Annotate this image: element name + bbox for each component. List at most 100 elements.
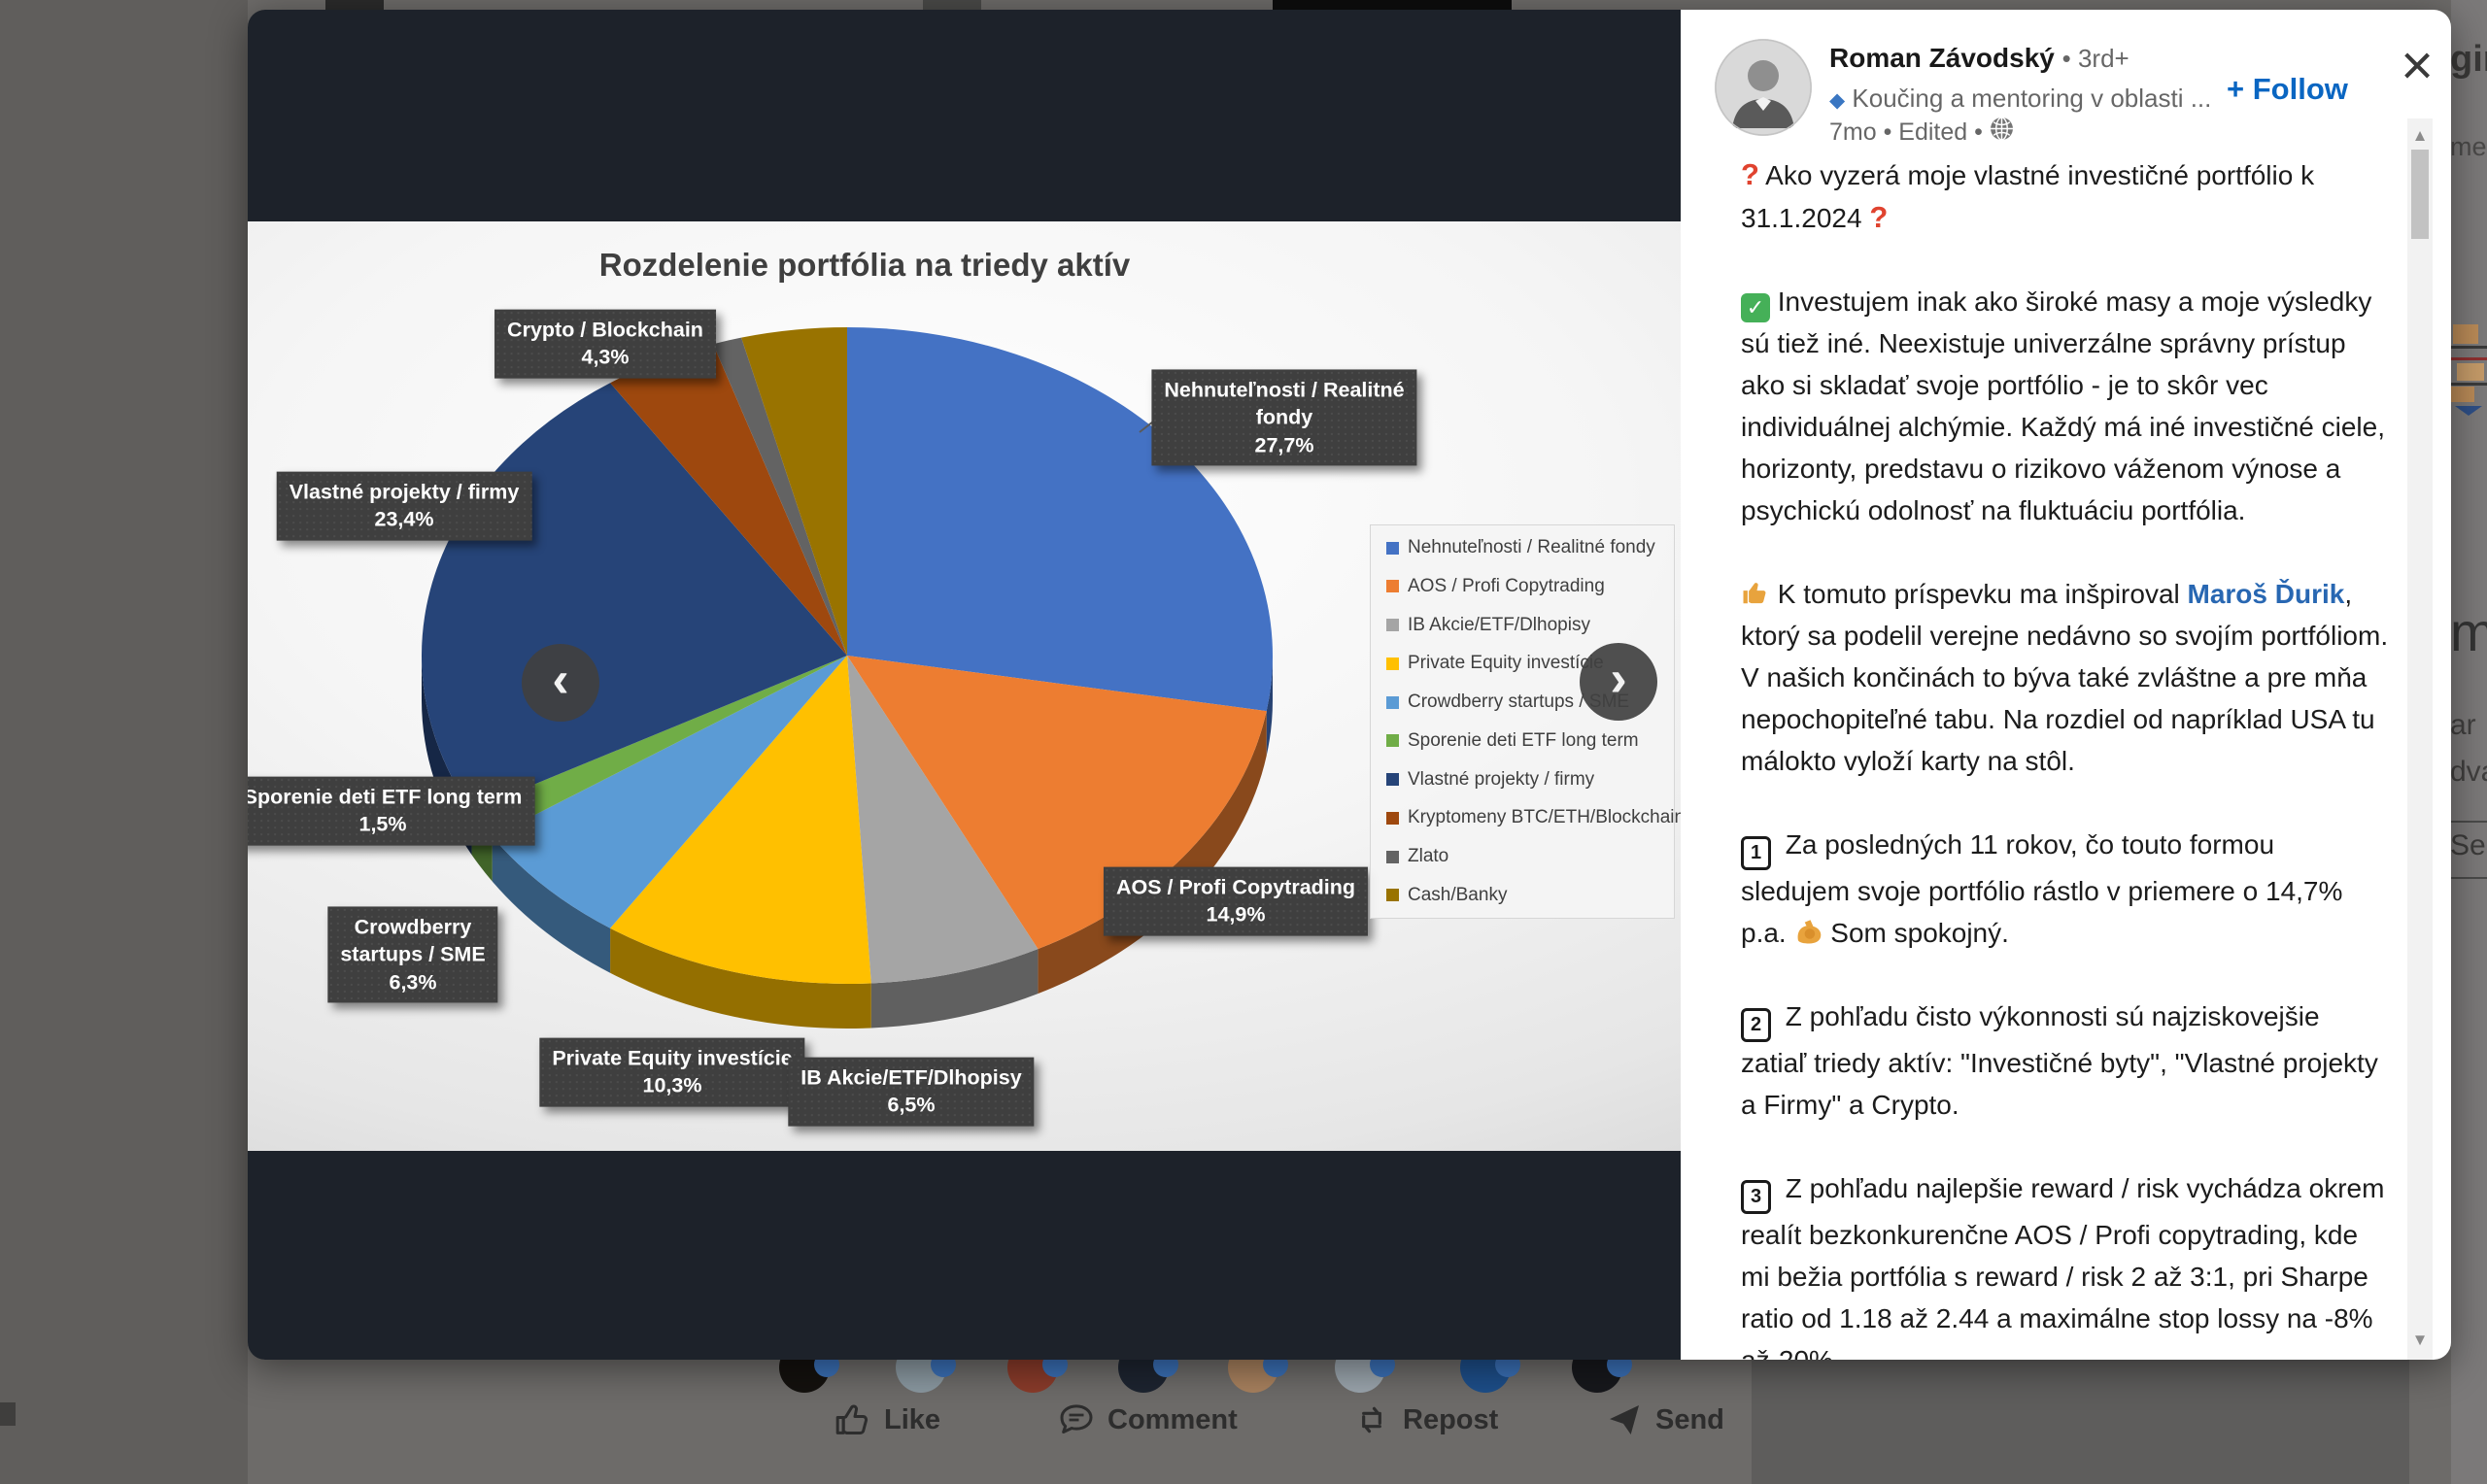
legend-swatch <box>1386 850 1399 863</box>
like-label: Like <box>884 1403 941 1435</box>
chart-legend: Nehnuteľnosti / Realitné fondy AOS / Prof… <box>1370 524 1681 919</box>
legend-label: Cash/Banky <box>1408 884 1508 905</box>
dimmed-text-fragment: dva <box>2450 756 2487 788</box>
follow-button[interactable]: + Follow <box>2227 72 2348 106</box>
scrollbar-thumb[interactable] <box>2411 150 2429 239</box>
legend-label: Sporenie deti ETF long term <box>1408 729 1639 751</box>
legend-swatch <box>1386 695 1399 709</box>
question-red-emoji: ? <box>1869 200 1889 234</box>
legend-item: Kryptomeny BTC/ETH/Blockchain <box>1386 807 1681 828</box>
post-paragraph: ✓ Investujem inak ako široké masy a moje… <box>1741 287 2386 525</box>
repost-button[interactable]: Repost <box>1352 1400 1498 1439</box>
scroll-up-icon[interactable]: ▲ <box>2411 126 2429 145</box>
close-icon[interactable]: × <box>2401 34 2434 97</box>
image-viewer: Rozdelenie portfólia na triedy aktív Cry… <box>248 10 1681 1360</box>
comment-icon <box>1057 1400 1096 1439</box>
post-paragraph: K tomuto príspevku ma inšpiroval Maroš Ď… <box>1741 578 2389 776</box>
legend-label: Nehnuteľnosti / Realitné fondy <box>1408 537 1655 557</box>
legend-item: IB Akcie/ETF/Dlhopisy <box>1386 615 1674 636</box>
dimmed-text-fragment: ar <box>2450 709 2476 741</box>
image-lightbox-dialog: Rozdelenie portfólia na triedy aktív Cry… <box>248 10 2451 1360</box>
dimmed-text-fragment: m <box>2450 601 2487 662</box>
callout-crypto: Crypto / Blockchain 4,3% <box>494 309 716 379</box>
repost-icon <box>1352 1400 1391 1439</box>
dimmed-button-border <box>2450 821 2487 823</box>
legend-item: Zlato <box>1386 846 1674 867</box>
scroll-down-icon[interactable]: ▼ <box>2411 1331 2429 1349</box>
connection-degree: • 3rd+ <box>2061 44 2129 73</box>
legend-item: Cash/Banky <box>1386 885 1674 906</box>
post-paragraph: 1 Za posledných 11 rokov, čo touto formo… <box>1741 829 2343 948</box>
legend-swatch <box>1386 773 1399 787</box>
keycap-2-emoji: 2 <box>1741 1008 1771 1042</box>
background-illustration <box>2451 320 2487 418</box>
callout-aos: AOS / Profi Copytrading 14,9% <box>1103 866 1369 936</box>
legend-label: Crowdberry startups / SME <box>1408 691 1630 713</box>
legend-swatch <box>1386 734 1399 748</box>
send-icon <box>1605 1400 1644 1439</box>
legend-label: Zlato <box>1408 846 1449 867</box>
legend-item: Crowdberry startups / SME <box>1386 691 1674 713</box>
previous-image-button[interactable]: ‹ <box>522 644 599 722</box>
legend-label: Kryptomeny BTC/ETH/Blockchain <box>1408 807 1681 828</box>
legend-swatch <box>1386 657 1399 670</box>
dimmed-top-patch <box>1273 0 1512 10</box>
like-button[interactable]: Like <box>834 1400 940 1439</box>
legend-swatch <box>1386 811 1399 825</box>
dimmed-background-column <box>1752 1360 2409 1484</box>
legend-swatch <box>1386 619 1399 632</box>
legend-label: Private Equity investície <box>1408 653 1604 674</box>
repost-label: Repost <box>1403 1403 1499 1435</box>
legend-swatch <box>1386 889 1399 902</box>
send-label: Send <box>1655 1403 1724 1435</box>
dimmed-button-border <box>2450 877 2487 879</box>
chart-title: Rozdelenie portfólia na triedy aktív <box>598 247 1131 283</box>
inline-profile-link[interactable]: Maroš Ďurik <box>2187 579 2345 609</box>
legend-item: Private Equity investície <box>1386 653 1674 674</box>
chevron-right-icon: › <box>1610 651 1627 707</box>
legend-item: AOS / Profi Copytrading <box>1386 576 1674 597</box>
dimmed-background-right <box>2451 0 2487 1484</box>
callout-ib: IB Akcie/ETF/Dlhopisy 6,5% <box>788 1057 1035 1127</box>
callout-nehnutelnosti: Nehnuteľnosti / Realitné fondy 27,7% <box>1151 369 1417 466</box>
thumbs-up-icon <box>834 1400 872 1439</box>
comment-button[interactable]: Comment <box>1057 1400 1238 1439</box>
callout-crowdberry: Crowdberry startups / SME 6,3% <box>327 906 498 1003</box>
dimmed-background-left <box>0 0 248 1484</box>
send-button[interactable]: Send <box>1605 1400 1724 1439</box>
thumb-yellow-emoji <box>1741 578 1770 607</box>
legend-label: AOS / Profi Copytrading <box>1408 575 1605 596</box>
dimmed-top-patch <box>325 0 384 10</box>
post-paragraph: 3 Z pohľadu najlepšie reward / risk vych… <box>1741 1173 2385 1360</box>
callout-private-equity: Private Equity investície 10,3% <box>539 1037 805 1107</box>
legend-item: Nehnuteľnosti / Realitné fondy <box>1386 537 1674 558</box>
legend-swatch <box>1386 541 1399 555</box>
post-text: ? Ako vyzerá moje vlastné investičné por… <box>1741 153 2390 1360</box>
author-name-row: Roman Závodský • 3rd+ <box>1829 43 2129 74</box>
legend-label: Vlastné projekty / firmy <box>1408 768 1595 790</box>
next-image-button[interactable]: › <box>1580 643 1657 721</box>
scrollbar[interactable]: ▲ ▼ <box>2407 118 2433 1360</box>
post-paragraph: 2 Z pohľadu čisto výkonnosti sú najzisko… <box>1741 1001 2378 1120</box>
callout-vlastne: Vlastné projekty / firmy 23,4% <box>276 471 532 541</box>
legend-label: IB Akcie/ETF/Dlhopisy <box>1408 614 1590 635</box>
post-paragraph: ? Ako vyzerá moje vlastné investičné por… <box>1741 153 2390 239</box>
author-headline: ◆ Koučing a mentoring v oblasti ... <box>1829 84 2212 113</box>
keycap-1-emoji: 1 <box>1741 836 1771 870</box>
avatar[interactable] <box>1715 39 1812 136</box>
dimmed-text-fragment: mes <box>2450 132 2487 161</box>
biceps-yellow-emoji <box>1793 917 1823 946</box>
post-panel: Roman Závodský • 3rd+ ◆ Koučing a mentor… <box>1681 10 2451 1360</box>
dimmed-text-fragment: gin <box>2450 39 2487 80</box>
legend-swatch <box>1386 580 1399 593</box>
dimmed-corner-mark <box>0 1402 16 1426</box>
legend-item: Vlastné projekty / firmy <box>1386 769 1674 791</box>
author-name[interactable]: Roman Závodský <box>1829 43 2055 73</box>
premium-diamond-icon: ◆ <box>1829 89 1846 112</box>
check-green-emoji: ✓ <box>1741 293 1770 322</box>
globe-icon <box>1990 117 2014 148</box>
chevron-left-icon: ‹ <box>552 652 569 708</box>
portfolio-pie-chart-image: Rozdelenie portfólia na triedy aktív Cry… <box>248 221 1681 1151</box>
dimmed-top-patch <box>923 0 981 10</box>
